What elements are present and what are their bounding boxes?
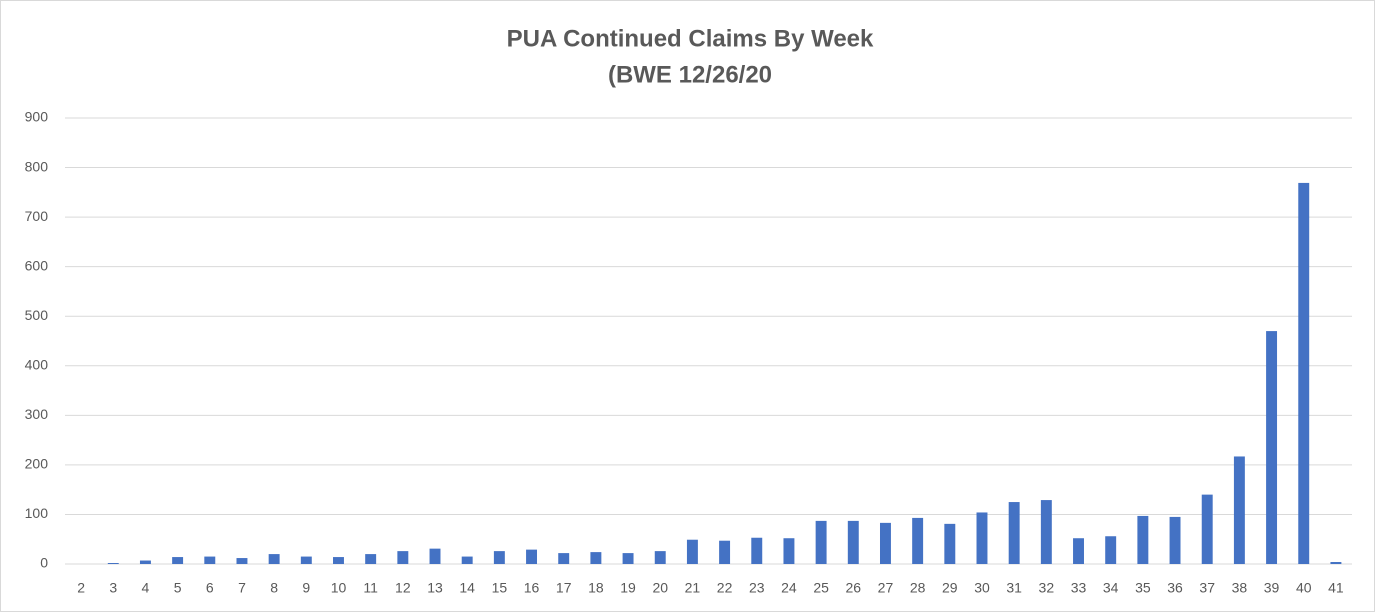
x-tick-label: 6 [206, 580, 214, 596]
y-tick-label: 500 [25, 307, 49, 323]
bar [879, 522, 891, 564]
bar [912, 517, 924, 564]
x-tick-label: 24 [781, 580, 797, 596]
bar [622, 553, 634, 564]
y-tick-label: 900 [25, 109, 49, 125]
bar [1266, 331, 1278, 564]
y-tick-label: 200 [25, 456, 49, 472]
bar [719, 540, 731, 564]
bar [590, 552, 602, 564]
x-tick-label: 19 [620, 580, 636, 596]
x-tick-label: 31 [1006, 580, 1022, 596]
chart-title: PUA Continued Claims By Week [507, 25, 874, 52]
bar [365, 554, 377, 564]
x-tick-label: 39 [1264, 580, 1280, 596]
bar [1330, 562, 1342, 564]
bar [1137, 515, 1149, 564]
x-tick-label: 32 [1039, 580, 1055, 596]
bar [204, 556, 216, 564]
x-tick-label: 27 [878, 580, 894, 596]
bar [172, 557, 184, 564]
x-tick-label: 38 [1232, 580, 1248, 596]
bar [654, 551, 666, 564]
y-tick-label: 0 [40, 555, 48, 571]
bar [944, 523, 956, 564]
bar [1298, 182, 1310, 564]
x-tick-label: 8 [270, 580, 278, 596]
y-tick-label: 700 [25, 208, 49, 224]
bar [268, 554, 280, 564]
bar [1233, 456, 1245, 564]
bar [1073, 538, 1084, 564]
x-tick-label: 2 [77, 580, 85, 596]
bar [139, 560, 151, 564]
x-tick-label: 35 [1135, 580, 1151, 596]
bar [558, 553, 570, 564]
x-tick-label: 37 [1199, 580, 1215, 596]
x-tick-label: 29 [942, 580, 958, 596]
bar [236, 558, 248, 564]
bar [1040, 500, 1052, 564]
bar [976, 512, 988, 564]
x-tick-label: 20 [652, 580, 668, 596]
bar [300, 556, 312, 564]
x-tick-label: 14 [459, 580, 475, 596]
bar [429, 548, 441, 564]
chart-subtitle: (BWE 12/26/20 [608, 61, 772, 88]
bar [1169, 516, 1181, 564]
bar [815, 520, 827, 564]
x-tick-label: 10 [331, 580, 347, 596]
bar [397, 551, 409, 564]
bar [686, 539, 698, 564]
bar [783, 538, 795, 564]
x-tick-label: 30 [974, 580, 990, 596]
x-tick-label: 34 [1103, 580, 1119, 596]
x-tick-label: 25 [813, 580, 829, 596]
x-tick-label: 41 [1328, 580, 1344, 596]
x-tick-label: 13 [427, 580, 443, 596]
x-tick-label: 9 [302, 580, 310, 596]
y-tick-label: 600 [25, 257, 49, 273]
bar [461, 556, 473, 564]
x-tick-label: 5 [174, 580, 182, 596]
bar [526, 549, 538, 564]
x-tick-label: 33 [1071, 580, 1087, 596]
x-tick-label: 40 [1296, 580, 1312, 596]
y-tick-label: 400 [25, 356, 49, 372]
x-tick-label: 36 [1167, 580, 1183, 596]
bar [1008, 502, 1020, 564]
x-tick-label: 15 [492, 580, 508, 596]
bar [751, 537, 763, 564]
x-tick-label: 12 [395, 580, 411, 596]
x-tick-label: 21 [685, 580, 701, 596]
bar [1201, 494, 1213, 564]
bar [333, 557, 344, 564]
x-tick-label: 22 [717, 580, 733, 596]
x-tick-label: 3 [109, 580, 117, 596]
x-tick-label: 4 [142, 580, 150, 596]
x-tick-label: 11 [363, 580, 378, 596]
y-tick-label: 100 [25, 505, 49, 521]
x-tick-label: 28 [910, 580, 926, 596]
x-tick-label: 17 [556, 580, 572, 596]
x-tick-label: 26 [845, 580, 861, 596]
bar [493, 551, 505, 564]
x-tick-label: 16 [524, 580, 540, 596]
bar [107, 563, 119, 564]
y-tick-label: 300 [25, 406, 49, 422]
y-tick-label: 800 [25, 158, 49, 174]
x-tick-label: 7 [238, 580, 246, 596]
bar [1105, 536, 1117, 564]
x-tick-label: 18 [588, 580, 604, 596]
x-tick-label: 23 [749, 580, 765, 596]
bar [847, 520, 859, 564]
